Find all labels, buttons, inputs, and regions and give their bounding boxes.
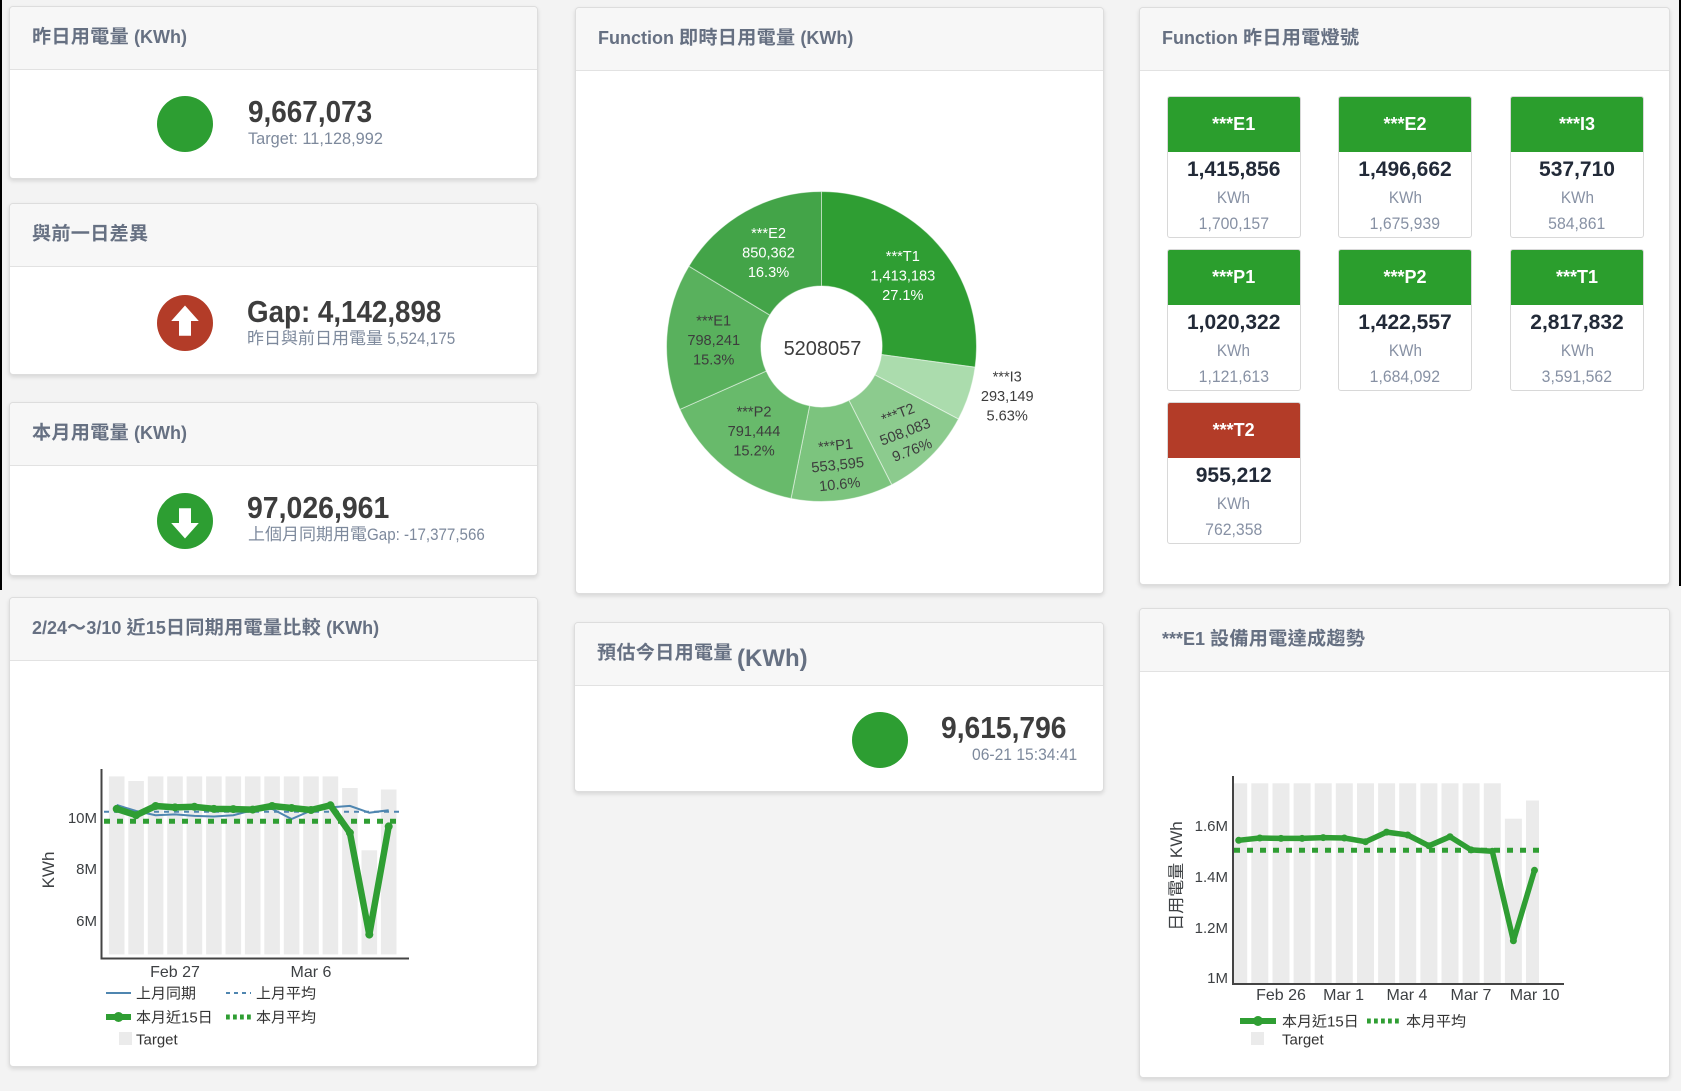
svg-text:Target: Target (1282, 1032, 1325, 1049)
svg-text:Mar 6: Mar 6 (291, 964, 332, 981)
svg-text:15.3%: 15.3% (693, 353, 734, 369)
svg-text:27.1%: 27.1% (882, 288, 923, 304)
svg-text:(KWh): (KWh) (321, 618, 379, 638)
svg-text:16.3%: 16.3% (748, 265, 789, 281)
svg-text:553,595: 553,595 (811, 455, 865, 476)
svg-text:Mar 10: Mar 10 (1510, 987, 1560, 1004)
svg-text:***P2: ***P2 (737, 405, 772, 421)
svg-text:1M: 1M (1207, 970, 1228, 987)
svg-text:(KWh): (KWh) (795, 28, 853, 48)
svg-text:1.6M: 1.6M (1195, 818, 1228, 835)
svg-text:293,149: 293,149 (981, 389, 1034, 405)
svg-text:3/10: 3/10 (86, 618, 126, 638)
svg-text:***E2: ***E2 (751, 226, 786, 242)
svg-text:Function: Function (598, 28, 679, 48)
svg-text:Target: Target (136, 1032, 179, 1049)
svg-text:5,524,175: 5,524,175 (383, 329, 455, 348)
svg-text:(KWh): (KWh) (129, 423, 187, 443)
svg-text:Mar 7: Mar 7 (1451, 987, 1492, 1004)
svg-text:***E1: ***E1 (1162, 629, 1210, 649)
svg-text:***P1: ***P1 (818, 437, 854, 457)
svg-text:Function: Function (1162, 28, 1243, 48)
svg-text:15: 15 (146, 618, 166, 638)
svg-text:1,413,183: 1,413,183 (870, 269, 935, 285)
svg-text:5.63%: 5.63% (987, 409, 1028, 425)
svg-text:***E1: ***E1 (696, 314, 731, 330)
svg-text:850,362: 850,362 (742, 246, 795, 262)
svg-text:10.6%: 10.6% (818, 475, 861, 495)
svg-text:Feb 27: Feb 27 (150, 964, 200, 981)
svg-text:Mar 4: Mar 4 (1387, 987, 1428, 1004)
svg-text:KWh: KWh (1167, 821, 1186, 863)
svg-text:Mar 1: Mar 1 (1323, 987, 1364, 1004)
svg-text:6M: 6M (76, 913, 97, 930)
svg-text:KWh: KWh (39, 852, 58, 889)
svg-text:Gap: -17,377,566: Gap: -17,377,566 (367, 525, 485, 544)
svg-text:1.4M: 1.4M (1195, 869, 1228, 886)
svg-text:***T1: ***T1 (886, 249, 920, 265)
svg-text:798,241: 798,241 (687, 333, 740, 349)
svg-text:15.2%: 15.2% (733, 444, 774, 460)
svg-text:15: 15 (181, 1010, 198, 1027)
svg-text:5208057: 5208057 (784, 338, 862, 360)
svg-text:2/24: 2/24 (32, 618, 67, 638)
svg-text:8M: 8M (76, 861, 97, 878)
svg-text:791,444: 791,444 (728, 424, 781, 440)
svg-text:15: 15 (1327, 1014, 1344, 1031)
svg-text:1.2M: 1.2M (1195, 920, 1228, 937)
svg-text:(KWh): (KWh) (129, 27, 187, 47)
svg-text:10M: 10M (68, 810, 97, 827)
svg-text:***I3: ***I3 (993, 370, 1022, 386)
svg-text:Feb 26: Feb 26 (1256, 987, 1306, 1004)
